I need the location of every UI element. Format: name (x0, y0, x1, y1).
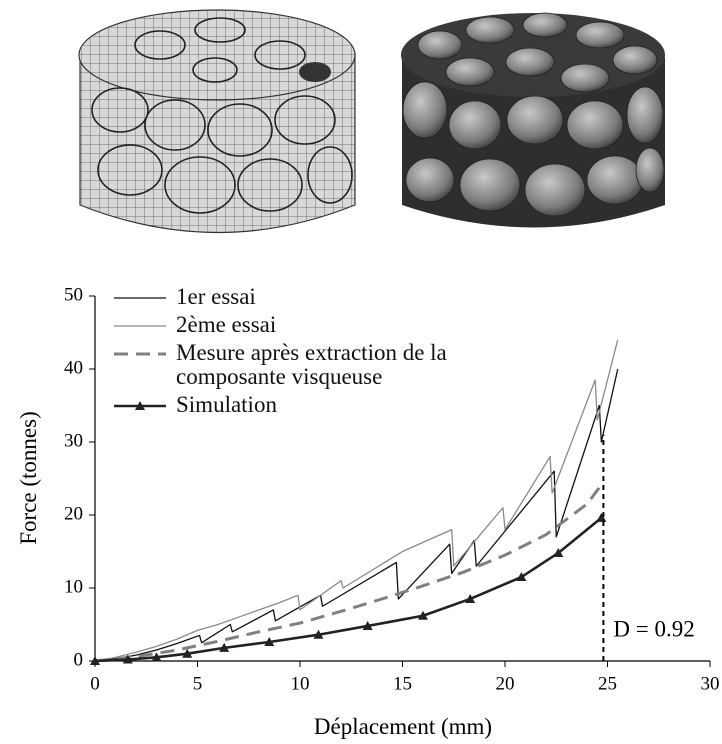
legend-label: Simulation (176, 392, 277, 417)
series-marker (182, 648, 193, 658)
series-marker (90, 656, 100, 665)
series-marker (122, 654, 133, 664)
y-tick-label: 10 (64, 576, 83, 597)
series-marker (596, 512, 607, 522)
legend-swatch (114, 325, 166, 327)
series-marker (516, 572, 527, 582)
x-tick-label: 10 (291, 673, 310, 694)
legend: 1er essai 2ème essai Mesure après extracti… (112, 285, 556, 421)
y-tick-label: 0 (74, 649, 84, 670)
legend-entry: Mesure après extraction de la composante… (112, 341, 556, 389)
legend-label: Mesure après extraction de la composante… (176, 340, 447, 389)
legend-label: 1er essai (176, 284, 256, 309)
series-marker (465, 593, 476, 603)
x-tick-label: 25 (598, 673, 617, 694)
series-line (94, 481, 605, 663)
series-marker (362, 620, 373, 630)
legend-swatch (114, 297, 166, 299)
series-marker (553, 547, 564, 557)
y-tick-label: 40 (64, 357, 83, 378)
x-tick-label: 20 (496, 673, 515, 694)
series-marker (151, 652, 162, 662)
series-line (94, 339, 619, 662)
legend-marker (135, 401, 145, 410)
y-tick-label: 20 (64, 503, 83, 524)
x-axis-label: Déplacement (mm) (314, 714, 492, 739)
x-tick-label: 30 (701, 673, 720, 694)
legend-entry: 1er essai (112, 285, 556, 309)
pebble-model-image (401, 12, 665, 228)
mesh-model-image (78, 9, 356, 234)
x-tick-label: 0 (90, 673, 100, 694)
legend-swatch (114, 401, 166, 410)
legend-swatch (114, 352, 166, 356)
series-marker (418, 610, 428, 620)
y-tick-label: 30 (64, 430, 83, 451)
y-axis-label: Force (tonnes) (16, 411, 41, 545)
x-tick-label: 15 (393, 673, 412, 694)
series-line (94, 368, 619, 662)
series-marker (264, 637, 275, 647)
series-line (94, 516, 603, 663)
legend-label: 2ème essai (176, 312, 277, 337)
series-marker (219, 642, 230, 652)
x-tick-label: 5 (193, 673, 203, 694)
annotation-text: D = 0.92 (613, 616, 694, 641)
legend-entry: 2ème essai (112, 313, 556, 337)
series-marker (313, 629, 324, 639)
y-tick-label: 50 (64, 284, 83, 305)
legend-entry: Simulation (112, 393, 556, 417)
